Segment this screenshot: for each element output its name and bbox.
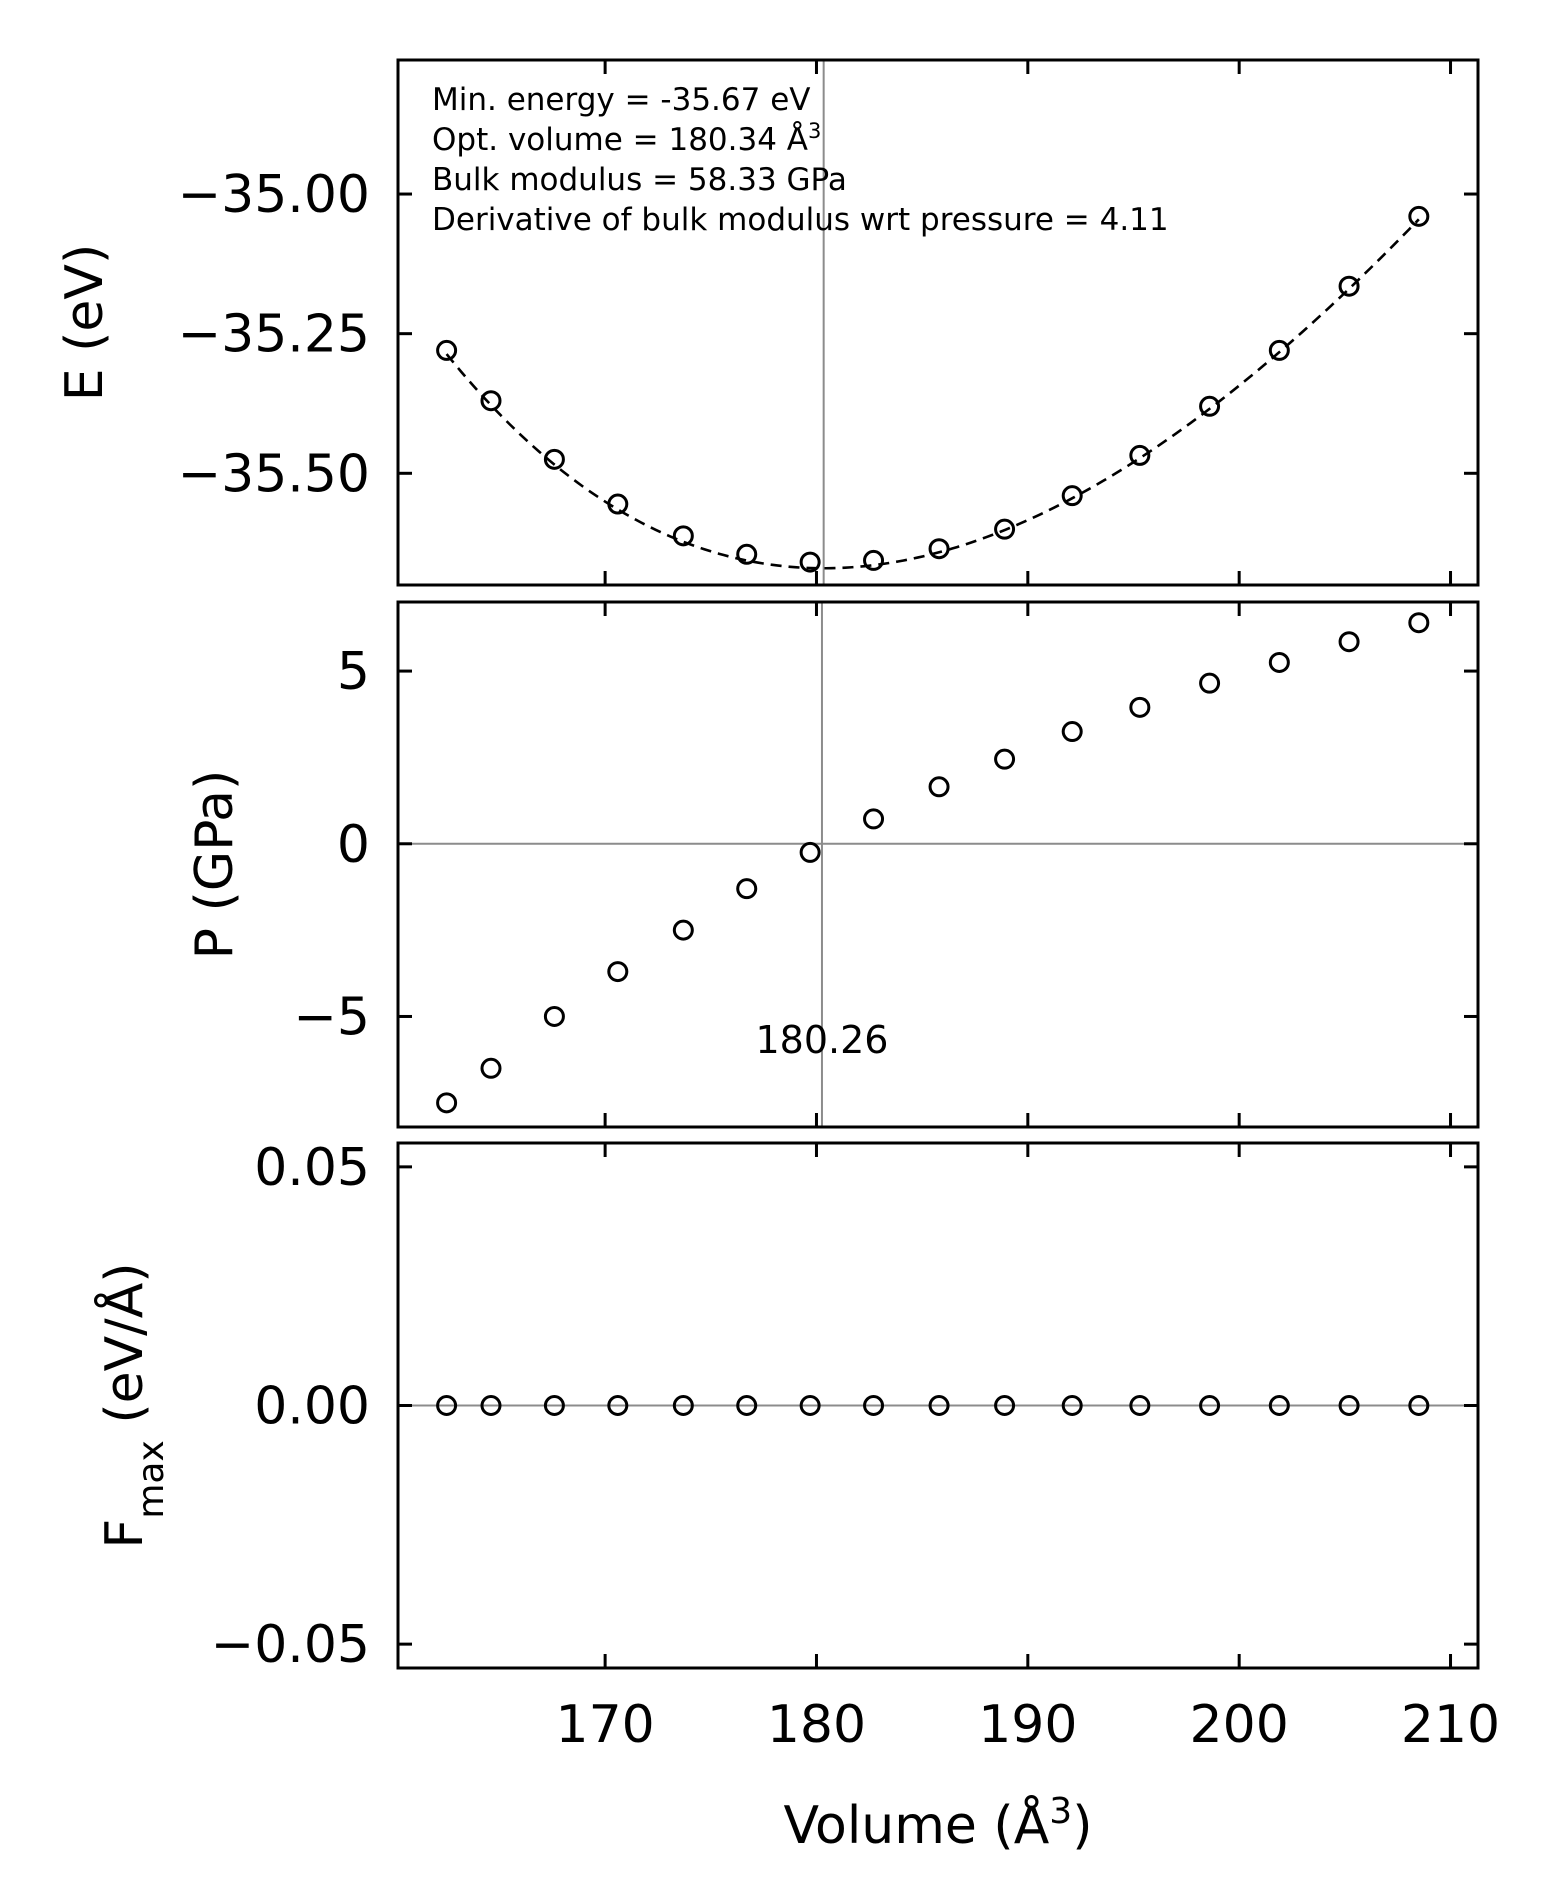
force-ylabel-symbol: F: [95, 1519, 155, 1549]
pressure-ytick-label: 5: [337, 642, 370, 702]
energy-data-point: [1129, 444, 1151, 466]
force-data-point: [1199, 1395, 1221, 1416]
energy-data-point: [928, 538, 950, 560]
force-data-point: [928, 1395, 950, 1416]
force-ytick-label: 0.00: [254, 1377, 370, 1437]
pressure-plot-frame: [396, 600, 1480, 1129]
force-data-point: [1129, 1395, 1151, 1416]
force-data-point: [1338, 1395, 1360, 1416]
pressure-data-point: [1338, 631, 1360, 653]
force-plot-frame: [396, 1141, 1480, 1670]
energy-ytick-label: −35.25: [178, 305, 370, 365]
pressure-data-point: [736, 878, 758, 900]
energy-data-point: [1199, 395, 1221, 417]
pressure-ytick-label: 0: [337, 815, 370, 875]
annotation-text: Bulk modulus = 58.33 GPa: [432, 162, 847, 198]
annotation-line: Opt. volume = 180.34 Å3: [432, 119, 821, 158]
force-data-point: [863, 1395, 885, 1416]
energy-ytick-label: −35.00: [178, 165, 370, 225]
energy-data-point: [1268, 339, 1290, 361]
xtick-label: 200: [1190, 1695, 1289, 1755]
energy-data-point: [863, 549, 885, 571]
panel-energy: −35.00 −35.25 −35.50 E (eV) Min. energy = -3…: [55, 58, 1480, 587]
annotation-superscript: 3: [808, 119, 821, 143]
force-data-point: [480, 1395, 502, 1416]
pressure-data-point: [928, 776, 950, 798]
energy-plot-frame: [396, 58, 1480, 587]
energy-data-point: [480, 390, 502, 412]
xlabel-text: Volume (Å: [784, 1794, 1050, 1856]
pressure-data-point: [863, 808, 885, 830]
force-data-point: [436, 1395, 458, 1416]
annotation-line: Derivative of bulk modulus wrt pressure …: [432, 202, 1169, 238]
pressure-data-point: [1129, 696, 1151, 718]
energy-data-point: [607, 493, 629, 515]
energy-data-point: [1408, 205, 1430, 227]
annotation-line: Bulk modulus = 58.33 GPa: [432, 162, 847, 198]
force-ytick-label: −0.05: [211, 1615, 370, 1675]
pressure-data-point: [543, 1005, 565, 1027]
pressure-data-point: [436, 1092, 458, 1114]
annotation-text: Opt. volume = 180.34 Å: [432, 122, 808, 158]
energy-data-point: [436, 339, 458, 361]
force-data-point: [672, 1395, 694, 1416]
xtick-label: 170: [555, 1695, 654, 1755]
force-data-point: [607, 1395, 629, 1416]
pressure-ylabel: P (GPa): [185, 770, 245, 960]
energy-data-point: [672, 525, 694, 547]
force-data-point: [736, 1395, 758, 1416]
panel-pressure: 5 0 −5 P (GPa) 180.26: [185, 600, 1480, 1129]
force-data-point: [1268, 1395, 1290, 1416]
pressure-data-point: [994, 748, 1016, 770]
energy-data-point: [1338, 275, 1360, 297]
force-ylabel-unit: (eV/Å): [93, 1262, 155, 1440]
annotation-line: Min. energy = -35.67 eV: [432, 82, 810, 118]
pressure-ytick-label: −5: [293, 987, 370, 1047]
pressure-data-point: [799, 841, 821, 863]
xtick-label: 180: [767, 1695, 866, 1755]
pressure-data-point: [1061, 721, 1083, 743]
pressure-data-point: [607, 961, 629, 983]
force-data-point: [799, 1395, 821, 1416]
force-data-point: [1061, 1395, 1083, 1416]
energy-data-point: [994, 518, 1016, 540]
pressure-data-point: [480, 1057, 502, 1079]
energy-data-point: [1061, 485, 1083, 507]
xtick-label: 190: [978, 1695, 1077, 1755]
force-data-point: [1408, 1395, 1430, 1416]
annotation-text: Derivative of bulk modulus wrt pressure …: [432, 202, 1169, 238]
energy-ylabel: E (eV): [55, 244, 115, 402]
force-data-point: [994, 1395, 1016, 1416]
xlabel-close: ): [1072, 1796, 1092, 1856]
energy-data-point: [799, 551, 821, 573]
pressure-data-point: [672, 919, 694, 941]
xlabel: Volume (Å3): [784, 1791, 1093, 1857]
force-ytick-label: 0.05: [254, 1138, 370, 1198]
energy-data-point: [543, 448, 565, 470]
xlabel-superscript: 3: [1049, 1791, 1072, 1832]
panel-force: 0.05 0.00 −0.05 Fmax (eV/Å) 170 180 190 200 210 V…: [93, 1138, 1500, 1856]
energy-fit-curve: [445, 218, 1420, 570]
annotation-text: Min. energy = -35.67 eV: [432, 82, 810, 118]
energy-data-point: [736, 543, 758, 565]
xtick-label: 210: [1401, 1695, 1500, 1755]
force-data-point: [543, 1395, 565, 1416]
force-ylabel: Fmax (eV/Å): [93, 1262, 172, 1548]
pressure-data-point: [1199, 672, 1221, 694]
pressure-data-point: [1408, 612, 1430, 634]
pressure-data-point: [1268, 651, 1290, 673]
energy-ytick-label: −35.50: [178, 444, 370, 504]
force-ylabel-subscript: max: [131, 1440, 172, 1518]
optimal-volume-label: 180.26: [755, 1018, 888, 1062]
